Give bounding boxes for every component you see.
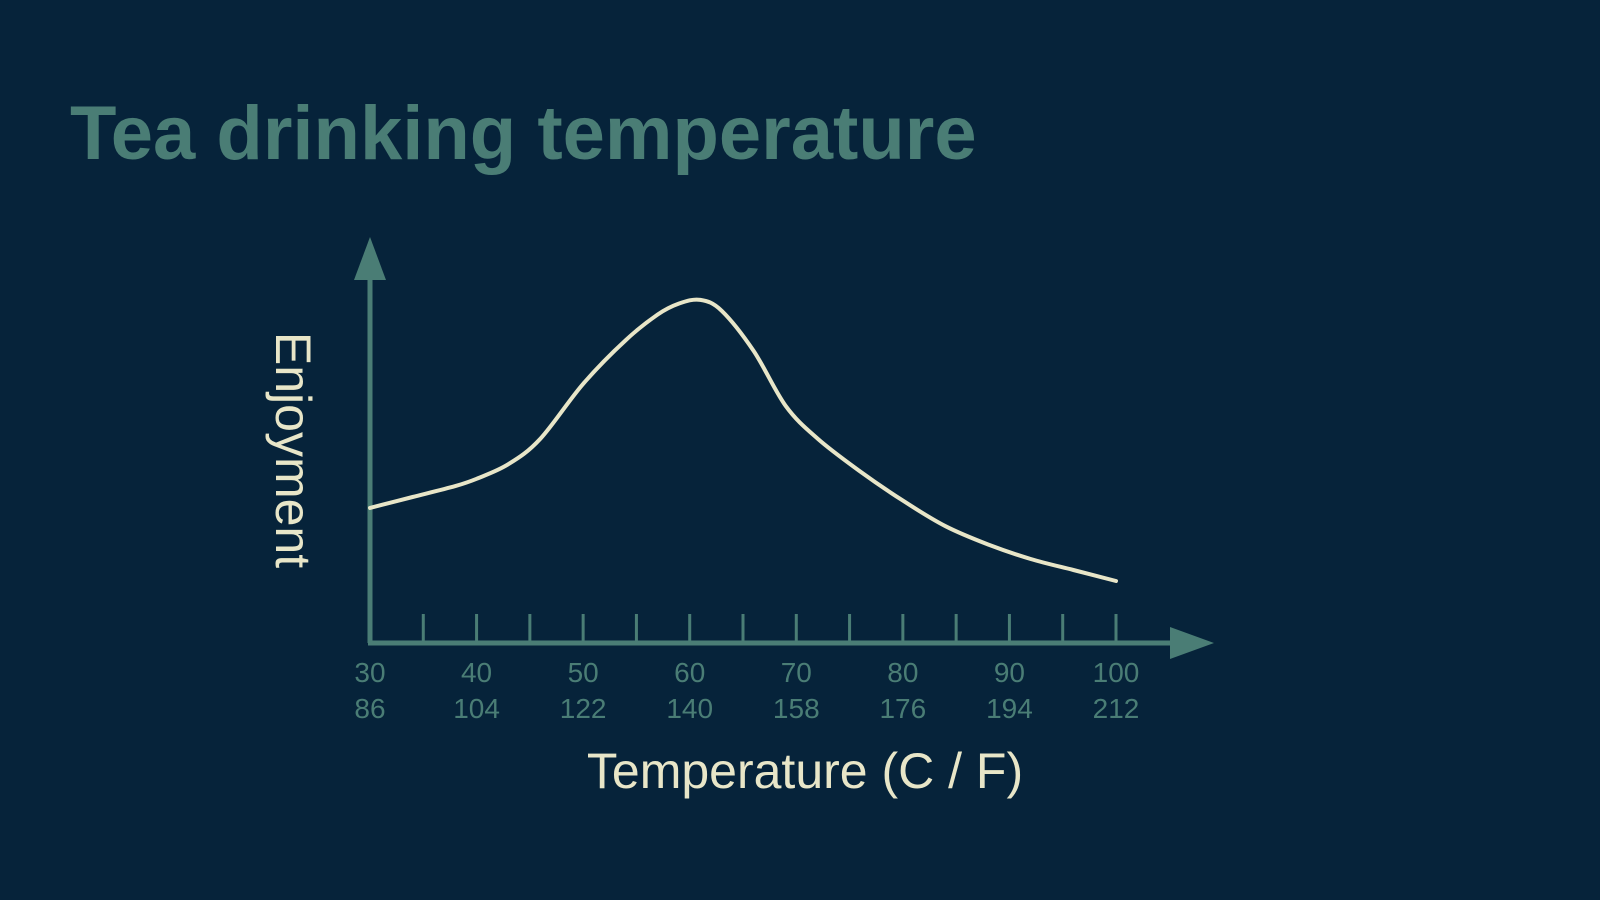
x-tick-label-fahrenheit: 104 bbox=[453, 693, 500, 724]
tick-labels: 30 86 40 104 50 122 60 140 70 158 80 176 90 194 100 212 bbox=[354, 657, 1139, 724]
x-tick-label-fahrenheit: 212 bbox=[1093, 693, 1140, 724]
x-tick-label-fahrenheit: 122 bbox=[560, 693, 607, 724]
x-tick-label-celsius: 30 bbox=[354, 657, 385, 688]
x-tick-label-celsius: 40 bbox=[461, 657, 492, 688]
x-axis-arrow bbox=[1170, 627, 1214, 659]
series bbox=[368, 297, 1118, 583]
x-tick-label-celsius: 60 bbox=[674, 657, 705, 688]
x-tick-label-fahrenheit: 140 bbox=[666, 693, 713, 724]
x-axis-label: Temperature (C / F) bbox=[587, 743, 1023, 799]
y-axis-label: Enjoyment bbox=[265, 332, 321, 568]
x-tick-label-fahrenheit: 194 bbox=[986, 693, 1033, 724]
x-axis-ticks bbox=[421, 614, 1118, 643]
x-tick-label-celsius: 90 bbox=[994, 657, 1025, 688]
x-tick-label-fahrenheit: 176 bbox=[879, 693, 926, 724]
slide-title: Tea drinking temperature bbox=[70, 91, 977, 176]
x-tick-label-celsius: 100 bbox=[1093, 657, 1140, 688]
axes bbox=[354, 237, 1214, 659]
y-axis-arrow bbox=[354, 237, 386, 280]
x-tick-label-fahrenheit: 86 bbox=[354, 693, 385, 724]
enjoyment-curve bbox=[368, 297, 1118, 583]
x-tick-label-celsius: 70 bbox=[781, 657, 812, 688]
x-tick-label-celsius: 80 bbox=[887, 657, 918, 688]
x-tick-label-fahrenheit: 158 bbox=[773, 693, 820, 724]
x-tick-label-celsius: 50 bbox=[568, 657, 599, 688]
